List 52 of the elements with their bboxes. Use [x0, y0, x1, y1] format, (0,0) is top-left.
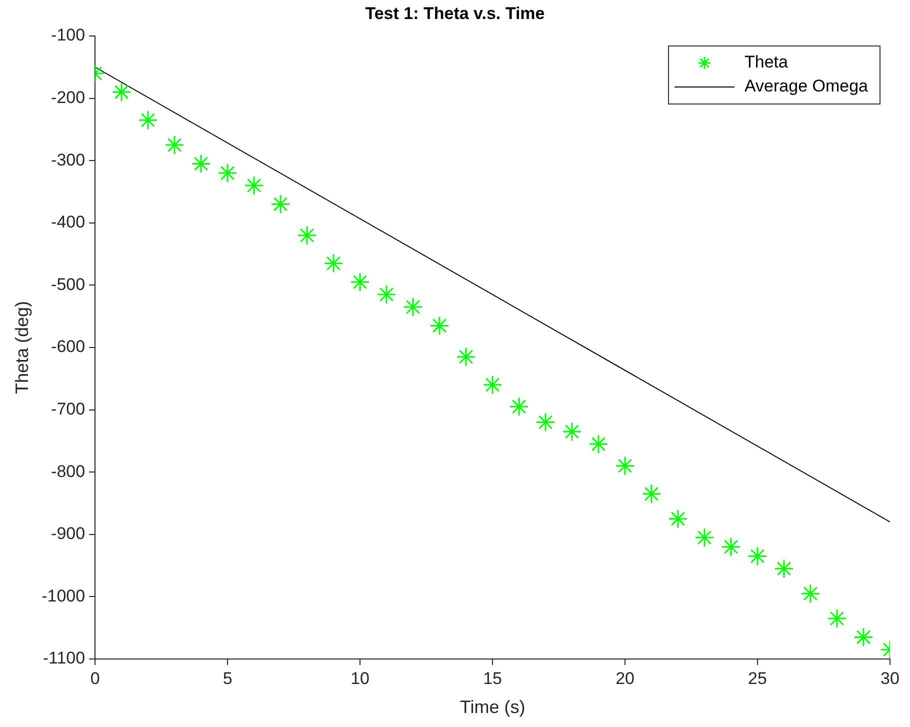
- point: [164, 135, 184, 155]
- point: [430, 316, 450, 336]
- y-tick-label: -1100: [42, 648, 86, 668]
- x-tick-label: 20: [616, 668, 634, 688]
- x-tick-label: 15: [483, 668, 502, 688]
- y-tick-label: -200: [51, 88, 86, 107]
- y-tick-label: -600: [51, 337, 86, 356]
- legend-label: Average Omega: [744, 76, 869, 96]
- point: [270, 194, 290, 214]
- point: [748, 546, 768, 566]
- point: [854, 627, 874, 647]
- y-tick-label: -100: [51, 26, 86, 45]
- point: [774, 558, 794, 578]
- point: [244, 176, 264, 196]
- y-tick-label: -700: [51, 399, 86, 418]
- point: [218, 163, 238, 183]
- point: [297, 226, 317, 246]
- point: [509, 396, 529, 416]
- x-tick-label: 30: [880, 668, 900, 688]
- point: [668, 509, 688, 529]
- point: [827, 608, 847, 628]
- point: [562, 422, 582, 442]
- x-tick-label: 25: [748, 668, 767, 688]
- y-tick-label: -900: [51, 524, 86, 544]
- y-tick-label: -1000: [42, 586, 86, 606]
- point: [800, 584, 820, 604]
- legend-label: Theta: [744, 52, 789, 72]
- x-tick-label: 5: [222, 668, 232, 688]
- x-tick-label: 0: [90, 668, 100, 688]
- point: [191, 154, 211, 174]
- point: [721, 537, 741, 557]
- point: [615, 456, 635, 476]
- point: [350, 272, 370, 292]
- point: [536, 412, 556, 432]
- point: [324, 254, 344, 274]
- point: [482, 375, 502, 395]
- y-tick-label: -500: [51, 274, 86, 294]
- chart-title: Test 1: Theta v.s. Time: [364, 4, 546, 24]
- point: [112, 82, 132, 102]
- y-tick-label: -300: [51, 150, 86, 170]
- y-axis-title: Theta (deg): [12, 300, 32, 394]
- x-axis-title: Time (s): [460, 697, 526, 718]
- y-tick-label: -800: [51, 462, 86, 481]
- x-tick-label: 10: [350, 668, 370, 688]
- y-tick-label: -400: [51, 212, 86, 232]
- point: [376, 284, 396, 304]
- point: [642, 484, 662, 504]
- point: [403, 297, 423, 317]
- point: [456, 347, 476, 367]
- point: [694, 528, 714, 548]
- point: [138, 110, 158, 130]
- point: [588, 434, 608, 454]
